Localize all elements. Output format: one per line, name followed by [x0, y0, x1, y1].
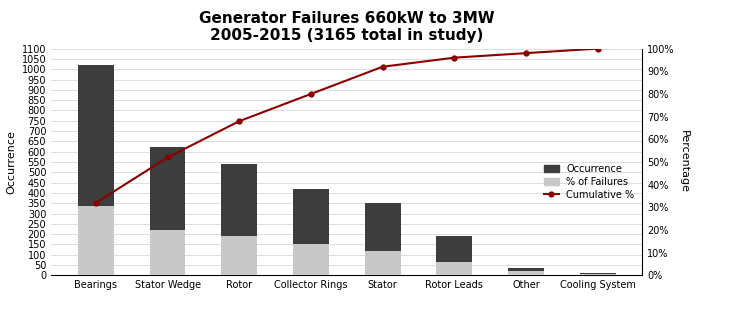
- Bar: [580, 274, 615, 275]
- Bar: [150, 230, 185, 275]
- Bar: [221, 164, 257, 275]
- Bar: [437, 236, 472, 275]
- Bar: [508, 271, 544, 275]
- Title: Generator Failures 660kW to 3MW
2005-2015 (3165 total in study): Generator Failures 660kW to 3MW 2005-201…: [199, 11, 494, 43]
- Bar: [580, 273, 615, 275]
- Legend: Occurrence, % of Failures, Cumulative %: Occurrence, % of Failures, Cumulative %: [541, 161, 637, 202]
- Bar: [293, 189, 328, 275]
- Bar: [508, 268, 544, 275]
- Bar: [78, 65, 114, 275]
- Bar: [78, 206, 114, 275]
- Bar: [150, 146, 185, 275]
- Y-axis label: Percentage: Percentage: [679, 131, 688, 193]
- Bar: [221, 236, 257, 275]
- Y-axis label: Occurrence: Occurrence: [6, 130, 16, 194]
- Bar: [365, 251, 401, 275]
- Bar: [365, 203, 401, 275]
- Bar: [293, 245, 328, 275]
- Bar: [437, 262, 472, 275]
